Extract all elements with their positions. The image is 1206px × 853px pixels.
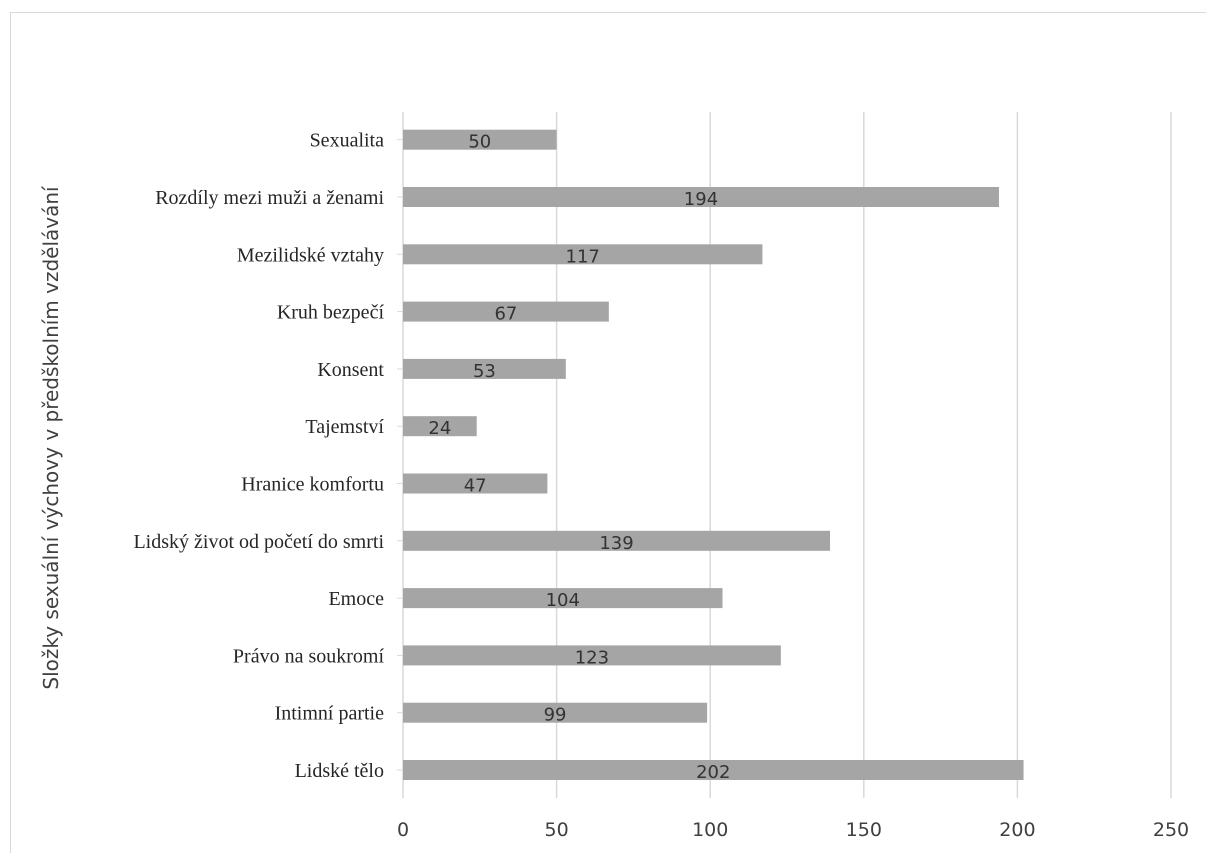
category-label: Lidské tělo: [295, 760, 384, 782]
bar-value-label: 47: [464, 476, 487, 497]
category-label: Rozdíly mezi muži a ženami: [155, 187, 384, 209]
x-tick-label: 200: [999, 819, 1035, 841]
category-label: Intimní partie: [275, 703, 385, 725]
y-axis-title: Složky sexuální výchovy v předškolním vz…: [39, 185, 63, 690]
bar-value-label: 202: [696, 762, 730, 783]
x-tick-label: 100: [692, 819, 728, 841]
bar: [403, 358, 566, 379]
bar-value-label: 104: [546, 590, 580, 611]
bars: 202 99 123 104 139 47 24 53 67 117 194 50: [403, 129, 1024, 783]
bar-value-label: 67: [494, 304, 517, 325]
category-label: Tajemství: [305, 416, 384, 438]
category-labels: Lidské tělo Intimní partie Právo na soukro…: [133, 130, 403, 782]
x-tick-label: 250: [1153, 819, 1189, 841]
bar: [403, 187, 999, 207]
category-label: Kruh bezpečí: [277, 302, 385, 324]
bar-value-label: 50: [468, 132, 491, 153]
category-label: Mezilidské vztahy: [237, 244, 384, 266]
bar: [403, 702, 708, 723]
category-label: Konsent: [317, 359, 384, 381]
bar: [403, 244, 763, 265]
x-tick-label: 50: [545, 819, 569, 841]
bar-value-label: 194: [684, 189, 718, 210]
bar: [403, 473, 548, 494]
category-label: Hranice komfortu: [241, 474, 384, 496]
gridlines: [402, 112, 1172, 798]
category-label: Sexualita: [310, 130, 385, 152]
bar: [403, 129, 557, 150]
category-label: Lidský život od početí do smrti: [133, 531, 384, 553]
chart-frame: [10, 12, 1206, 853]
bar-value-label: 117: [566, 246, 600, 267]
x-tick-label: 0: [397, 819, 409, 841]
category-label: Emoce: [328, 588, 384, 610]
bar-value-label: 53: [473, 361, 496, 382]
bar: [403, 588, 723, 609]
bar: [403, 416, 477, 437]
bar: [403, 760, 1024, 780]
x-tick-label: 150: [846, 819, 882, 841]
bar-value-label: 123: [575, 647, 609, 668]
bar-value-label: 139: [599, 533, 633, 554]
bar: [403, 301, 609, 322]
bar-value-label: 99: [544, 705, 567, 726]
category-label: Právo na soukromí: [233, 645, 385, 667]
x-axis-tick-labels: 0 50 100 150 200 250: [397, 819, 1189, 841]
bar-value-label: 24: [428, 418, 451, 439]
bar: [403, 645, 781, 666]
bar: [403, 530, 831, 551]
